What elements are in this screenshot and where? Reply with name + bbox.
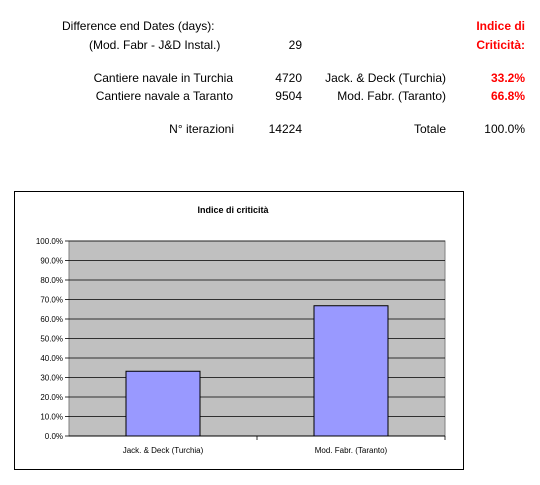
- row-name-turchia: Jack. & Deck (Turchia): [325, 71, 446, 85]
- row-label-turchia: Cantiere navale in Turchia: [93, 71, 233, 85]
- y-tick-label: 40.0%: [40, 354, 63, 363]
- y-tick-label: 80.0%: [40, 276, 63, 285]
- bar[interactable]: [313, 305, 389, 437]
- index-header-line1: Indice di: [476, 19, 525, 33]
- total-pct: 100.0%: [484, 122, 525, 136]
- row-value-turchia: 4720: [275, 71, 302, 85]
- diff-label-line2: (Mod. Fabr - J&D Instal.): [89, 38, 221, 52]
- y-tick-label: 0.0%: [45, 432, 63, 441]
- y-tick-label: 50.0%: [40, 335, 63, 344]
- y-tick-label: 100.0%: [36, 237, 63, 246]
- total-label: Totale: [413, 122, 446, 136]
- iterations-value: 14224: [268, 122, 302, 136]
- chart-title: Indice di criticità: [197, 205, 269, 215]
- row-pct-taranto: 66.8%: [490, 89, 525, 103]
- row-pct-turchia: 33.2%: [490, 71, 525, 85]
- y-tick-label: 30.0%: [40, 374, 63, 383]
- x-category-label: Jack. & Deck (Turchia): [123, 446, 204, 455]
- row-label-taranto: Cantiere navale a Taranto: [95, 89, 233, 103]
- y-tick-label: 70.0%: [40, 296, 63, 305]
- index-header-line2: Criticità:: [476, 38, 525, 52]
- diff-value: 29: [288, 38, 302, 52]
- y-tick-label: 90.0%: [40, 257, 63, 266]
- bar[interactable]: [125, 370, 201, 437]
- iterations-label: N° iterazioni: [169, 122, 234, 136]
- y-tick-label: 10.0%: [40, 413, 63, 422]
- x-category-label: Mod. Fabr. (Taranto): [315, 446, 388, 455]
- diff-label-line1: Difference end Dates (days):: [62, 19, 215, 33]
- y-tick-label: 20.0%: [40, 393, 63, 402]
- y-tick-label: 60.0%: [40, 315, 63, 324]
- row-value-taranto: 9504: [275, 89, 302, 103]
- chart-canvas: Indice di criticità 0.0% 10.0% 20.0% 30.0% 4…: [36, 205, 446, 455]
- criticity-chart[interactable]: Indice di criticità 0.0% 10.0% 20.0% 30.0% 4…: [14, 191, 464, 470]
- row-name-taranto: Mod. Fabr. (Taranto): [337, 89, 446, 103]
